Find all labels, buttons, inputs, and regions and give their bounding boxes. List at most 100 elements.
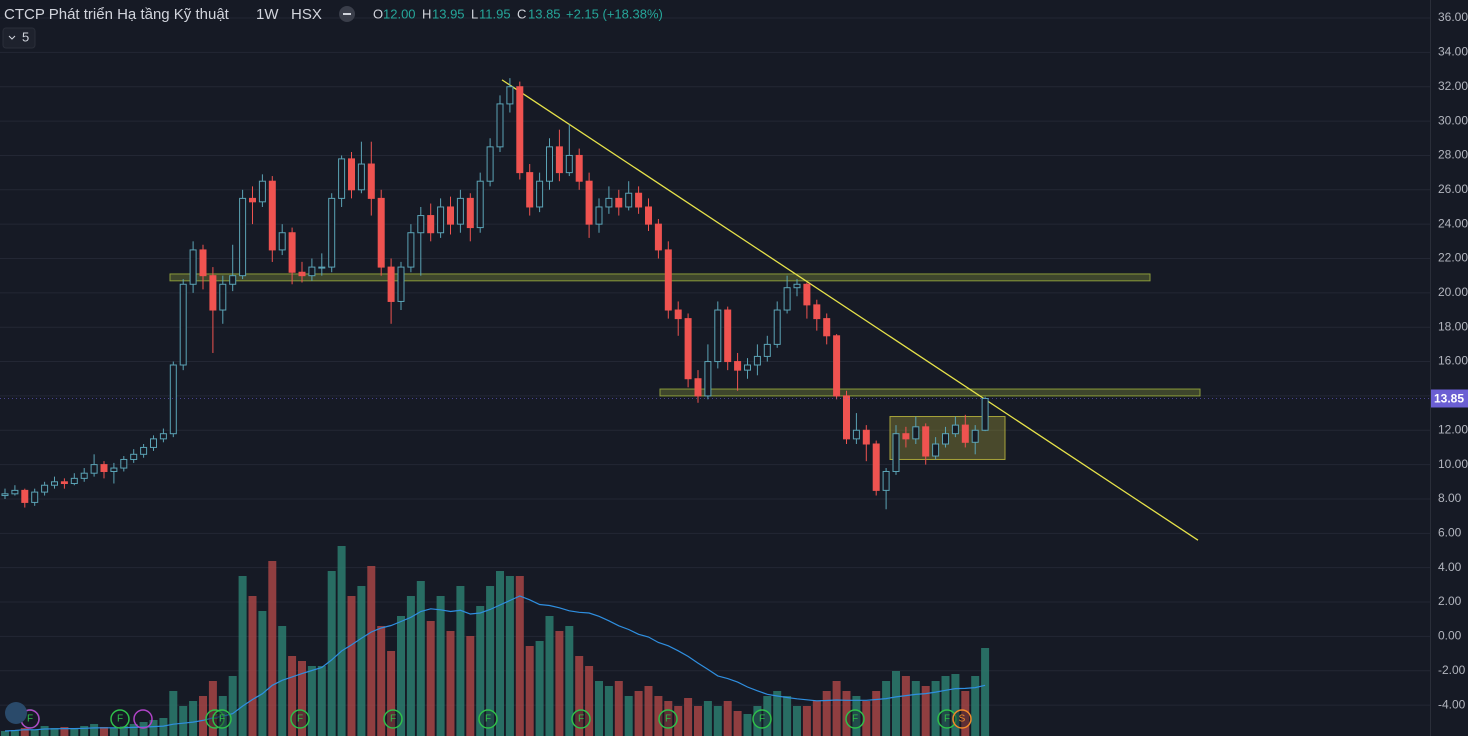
candle-body xyxy=(11,489,19,495)
event-marker xyxy=(658,709,678,729)
volume-bar xyxy=(317,666,326,736)
change: +2.15 (+18.38%) xyxy=(566,6,663,21)
candle-body xyxy=(704,361,712,397)
candle-body xyxy=(823,318,831,337)
y-tick-label: 2.00 xyxy=(1438,594,1462,608)
event-label: F xyxy=(485,714,491,725)
volume-bar xyxy=(822,691,831,736)
volume-bar xyxy=(476,606,485,736)
event-label: S xyxy=(959,714,966,725)
volume-bar xyxy=(793,706,801,736)
candle-body xyxy=(813,304,821,320)
candle-body xyxy=(348,158,355,191)
candle-body xyxy=(447,206,454,225)
l-label: L xyxy=(471,6,478,21)
volume-bar xyxy=(129,724,138,736)
volume-bar xyxy=(684,698,693,736)
candle-body xyxy=(427,215,435,234)
candle-body xyxy=(318,266,326,269)
volume-bar xyxy=(832,681,841,736)
candle-body xyxy=(922,426,930,457)
volume-bar xyxy=(981,648,990,736)
interval[interactable]: 1W xyxy=(256,6,279,23)
volume-bar xyxy=(268,561,277,736)
volume-bar xyxy=(733,711,742,736)
volume-bar xyxy=(100,727,108,736)
candle-body xyxy=(724,309,732,363)
volume-bar xyxy=(644,686,653,736)
candle-body xyxy=(625,192,633,208)
event-label: F xyxy=(852,714,858,725)
volume-bar xyxy=(109,728,118,736)
grid xyxy=(0,0,1431,736)
candle-body xyxy=(605,197,613,208)
candle-body xyxy=(575,154,583,182)
y-tick-label: 22.00 xyxy=(1438,251,1468,265)
volume-bar xyxy=(60,727,69,736)
candle-body xyxy=(130,453,138,460)
volume-bar xyxy=(496,571,504,736)
volume-bar xyxy=(931,681,940,736)
event-label: F xyxy=(212,714,218,725)
volume-bar xyxy=(337,546,346,736)
volume-bar xyxy=(426,621,435,736)
volume-bar xyxy=(862,701,871,736)
y-tick-label: 34.00 xyxy=(1438,45,1468,59)
candle-body xyxy=(357,163,365,191)
y-tick-label: -2.00 xyxy=(1438,663,1466,677)
candle-body xyxy=(892,433,900,472)
candle-body xyxy=(763,343,771,357)
candle-body xyxy=(1,493,9,497)
candle-body xyxy=(486,146,494,182)
volume-bar xyxy=(327,571,336,736)
indicator-toggle[interactable] xyxy=(2,27,36,49)
y-tick-label: 12.00 xyxy=(1438,422,1468,436)
y-tick-label: 32.00 xyxy=(1438,79,1468,93)
y-tick-label: 30.00 xyxy=(1438,113,1468,127)
candle-body xyxy=(872,443,880,491)
volume-bar xyxy=(624,696,633,736)
logo[interactable] xyxy=(5,702,27,724)
volume-bar xyxy=(614,681,623,736)
candle-body xyxy=(328,197,336,268)
candle-body xyxy=(179,283,187,366)
event-marker xyxy=(478,709,498,729)
candle-body xyxy=(456,197,464,225)
volume-bar xyxy=(783,696,792,736)
volume-bar xyxy=(387,651,396,736)
volume-bar xyxy=(921,686,930,736)
candle-body xyxy=(595,206,603,225)
volume-bar xyxy=(753,706,762,736)
candle-body xyxy=(159,433,167,440)
candle-body xyxy=(110,467,118,472)
candle-body xyxy=(912,426,920,440)
volume-bar xyxy=(189,701,198,736)
candle-body xyxy=(674,309,682,320)
volume-bar xyxy=(80,726,89,736)
c-label: C xyxy=(517,6,526,21)
volume-bar xyxy=(852,696,861,736)
volume-bar xyxy=(505,576,514,736)
volume-bar xyxy=(397,616,405,736)
horizontal-zone xyxy=(169,273,1151,282)
candle-body xyxy=(21,489,29,503)
volume-bar xyxy=(535,641,544,736)
volume-bar xyxy=(901,676,910,736)
header: CTCP Phát triển Hạ tầng Kỹ thuật 1W HSX … xyxy=(2,6,663,49)
candle-body xyxy=(645,206,652,225)
volume-bar xyxy=(842,691,851,736)
event-label: F xyxy=(297,714,303,725)
event-label: F xyxy=(578,714,584,725)
candle-body xyxy=(585,180,593,225)
candle-body xyxy=(565,154,573,174)
candle-body xyxy=(51,481,58,486)
volume-bar xyxy=(238,576,247,736)
volume-bar xyxy=(1,731,9,736)
volume-bar xyxy=(179,706,188,736)
candle-body xyxy=(694,378,702,397)
volume-bar xyxy=(763,696,772,736)
volume-bar xyxy=(486,586,495,736)
